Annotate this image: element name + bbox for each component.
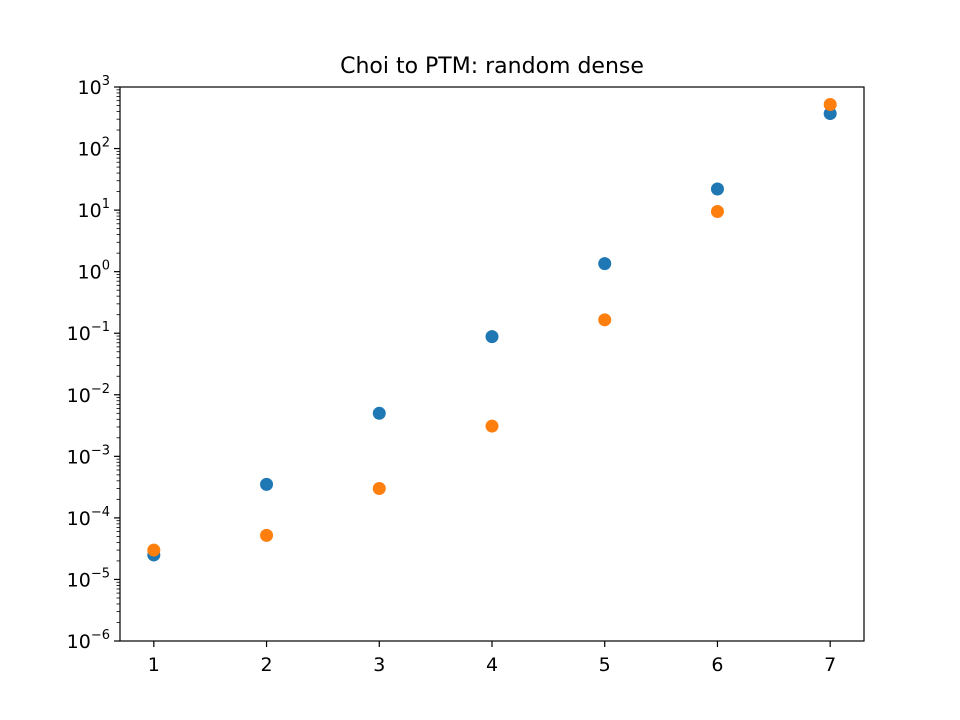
x-tick-label: 2 <box>260 654 272 676</box>
data-points <box>147 97 837 562</box>
data-point <box>710 204 724 218</box>
data-point <box>372 482 386 496</box>
y-tick-label: 10−6 <box>67 628 110 653</box>
x-tick-label: 1 <box>148 654 160 676</box>
y-tick-label: 10−3 <box>67 443 110 468</box>
data-point <box>823 97 837 111</box>
y-tick-label: 102 <box>78 136 110 161</box>
data-point <box>485 419 499 433</box>
data-point <box>485 330 499 344</box>
x-tick-label: 6 <box>711 654 723 676</box>
y-tick-label: 103 <box>78 74 110 99</box>
y-tick-label: 101 <box>78 197 110 222</box>
y-tick-label: 10−1 <box>67 320 110 345</box>
x-tick-label: 3 <box>373 654 385 676</box>
y-tick-label: 100 <box>78 259 110 284</box>
x-tick-label: 4 <box>486 654 498 676</box>
axes: 1 2 3 4 5 6 7 10−6 10−5 10−4 10−3 10−2 10−1 100 101 102… <box>67 74 837 676</box>
x-tick-label: 7 <box>824 654 836 676</box>
y-tick-label: 10−5 <box>67 566 110 591</box>
plot-frame <box>119 86 865 642</box>
data-point <box>710 182 724 196</box>
x-tick-label: 5 <box>599 654 611 676</box>
data-point <box>598 257 612 271</box>
data-point <box>372 406 386 420</box>
data-point <box>598 313 612 327</box>
chart-title: Choi to PTM: random dense <box>340 54 644 79</box>
data-point <box>260 528 274 542</box>
y-tick-label: 10−4 <box>67 505 110 530</box>
data-point <box>147 543 161 557</box>
data-point <box>260 477 274 491</box>
y-tick-label: 10−2 <box>67 382 110 407</box>
data-point <box>823 107 837 121</box>
